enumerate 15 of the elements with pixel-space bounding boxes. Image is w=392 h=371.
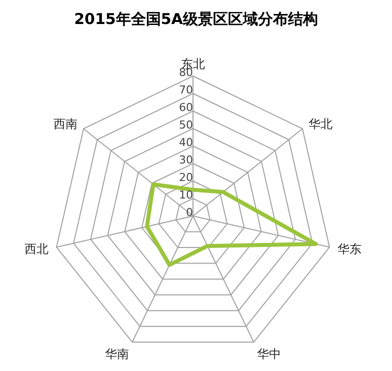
y-tick-label: 20	[179, 171, 193, 184]
spoke-label: 西南	[53, 116, 78, 131]
spoke-label: 华北	[308, 116, 333, 131]
y-tick-label: 30	[179, 154, 193, 166]
spoke-label: 华中	[257, 346, 282, 361]
chart-title: 2015年全国5A级景区区域分布结构	[73, 10, 319, 29]
y-tick-label: 40	[179, 136, 193, 149]
y-tick-label: 70	[179, 84, 193, 96]
y-tick-label: 0	[186, 206, 193, 219]
y-tick-label: 50	[179, 118, 193, 132]
spoke-label: 华南	[104, 346, 129, 361]
spoke-label: 西北	[24, 242, 49, 256]
y-tick-label: 60	[179, 101, 193, 114]
y-tick-label: 10	[179, 188, 193, 202]
spoke-label: 华东	[337, 242, 362, 256]
